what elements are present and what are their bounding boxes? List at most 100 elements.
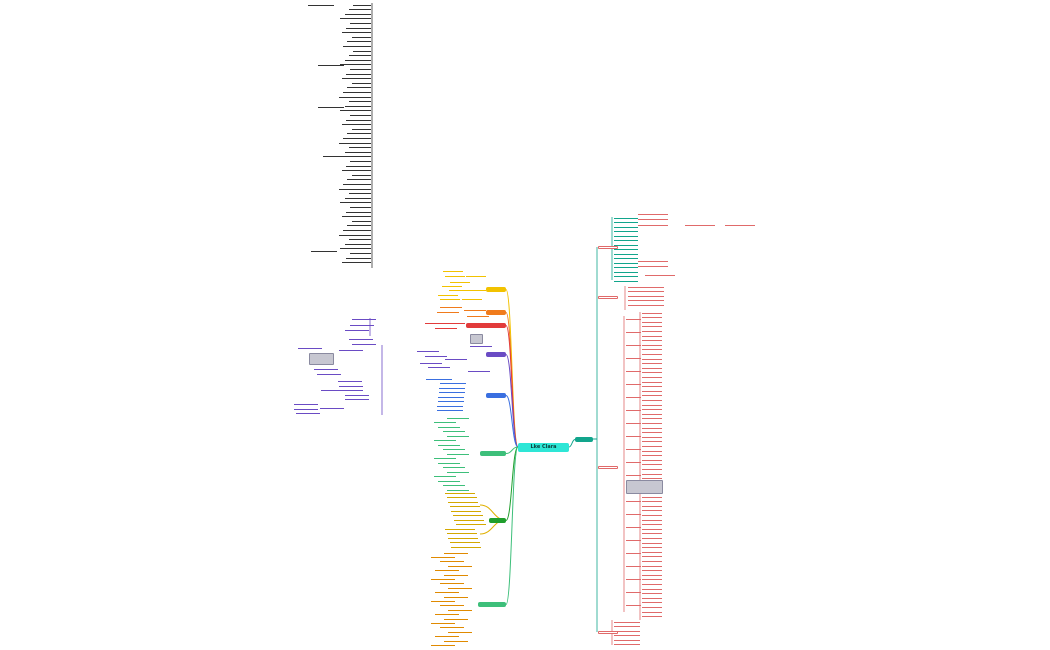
blue-leaf[interactable] [439,381,466,384]
purple-cluster-leaf[interactable] [352,317,376,320]
left-column-leaf[interactable] [348,7,371,11]
purple-cluster-leaf[interactable] [296,411,320,414]
olive-leaf[interactable] [448,536,478,539]
purple-cluster-leaf[interactable] [294,407,318,410]
left-column-leaf[interactable] [350,205,371,208]
lightgreen-leaf[interactable] [442,429,465,432]
right-leaf[interactable] [642,504,662,507]
olive-leaf[interactable] [451,545,481,548]
right-leaf[interactable] [642,573,662,576]
purple-cluster-leaf[interactable] [339,388,363,391]
branch-node-mint[interactable] [478,602,506,607]
right-leaf[interactable] [614,642,640,645]
branch-node-red[interactable] [466,323,506,328]
olive-leaf[interactable] [452,513,483,516]
purple-leaf[interactable] [470,344,492,347]
right-leaf[interactable] [642,564,662,567]
bottom-leaf[interactable] [435,634,460,638]
olive-leaf[interactable] [451,509,481,512]
right-leaf[interactable] [614,220,638,223]
right-leaf[interactable] [626,395,641,398]
right-leaf[interactable] [642,541,662,544]
left-column-leaf[interactable] [353,3,371,6]
left-column-leaf[interactable] [348,99,371,103]
bottom-leaf[interactable] [439,625,464,629]
right-subtopic-2[interactable] [598,465,618,469]
left-column-leaf[interactable] [339,187,371,190]
right-leaf[interactable] [614,265,638,268]
right-leaf[interactable] [614,234,638,237]
purple-cluster-leaf[interactable] [298,346,322,349]
left-column-leaf[interactable] [346,118,371,121]
bottom-leaf[interactable] [430,643,455,646]
right-leaf[interactable] [614,638,640,641]
right-leaf[interactable] [685,223,715,226]
right-leaf[interactable] [614,256,638,259]
right-leaf[interactable] [626,447,641,450]
right-leaf[interactable] [642,550,662,553]
branch-node-lightgreen[interactable] [480,451,506,456]
left-column-leaf[interactable] [343,90,371,93]
right-leaf[interactable] [642,329,662,332]
right-leaf[interactable] [626,343,641,346]
right-leaf[interactable] [642,614,662,618]
right-leaf[interactable] [628,298,664,301]
right-leaf[interactable] [614,279,638,282]
purple-cluster-leaf[interactable] [349,337,373,340]
left-column-leaf[interactable] [341,214,371,218]
right-leaf[interactable] [642,430,662,434]
left-column-leaf[interactable] [353,49,371,52]
right-leaf[interactable] [638,223,668,226]
center-topic[interactable]: Lke Clara [518,443,569,452]
olive-leaf[interactable] [445,491,475,494]
right-leaf[interactable] [628,294,664,297]
left-column-leaf[interactable] [351,127,371,130]
right-leaf[interactable] [642,600,662,604]
purple-leaf[interactable] [425,354,447,357]
right-leaf[interactable] [642,545,662,549]
right-leaf[interactable] [626,317,641,320]
right-leaf[interactable] [614,261,638,264]
right-leaf[interactable] [638,264,668,267]
left-column-leaf[interactable] [351,81,371,84]
right-leaf[interactable] [725,223,755,226]
right-leaf[interactable] [614,252,638,255]
right-leaf[interactable] [614,270,638,273]
right-leaf[interactable] [642,361,662,365]
left-column-leaf[interactable] [348,237,371,241]
left-column-leaf[interactable] [318,105,344,108]
yellow-leaf[interactable] [438,293,458,296]
right-leaf[interactable] [626,434,641,437]
right-subtopic-1[interactable] [598,295,618,299]
left-column-leaf[interactable] [343,136,371,139]
lightgreen-leaf[interactable] [433,438,456,441]
right-leaf[interactable] [614,629,640,632]
left-column-leaf[interactable] [318,63,344,66]
lightgreen-leaf[interactable] [438,425,460,428]
left-column-leaf[interactable] [350,251,371,254]
yellow-leaf[interactable] [443,269,463,272]
left-column-leaf[interactable] [343,44,371,47]
right-leaf[interactable] [642,596,662,599]
left-column-leaf[interactable] [339,95,371,98]
right-leaf[interactable] [642,426,662,429]
left-column-leaf[interactable] [340,200,371,204]
blue-leaf[interactable] [436,408,463,411]
bottom-leaf[interactable] [439,559,464,563]
blue-leaf[interactable] [437,399,464,402]
right-leaf[interactable] [626,369,641,372]
right-leaf[interactable] [642,591,662,595]
left-column-leaf[interactable] [323,154,349,157]
right-leaf[interactable] [642,416,662,420]
right-leaf[interactable] [642,476,662,480]
right-leaf[interactable] [642,347,662,351]
bottom-leaf[interactable] [444,573,468,576]
branch-node-teal[interactable] [575,437,593,442]
purple-cluster-leaf[interactable] [339,348,363,351]
purple-cluster-leaf[interactable] [345,328,369,331]
left-column-leaf[interactable] [351,219,371,222]
right-leaf[interactable] [614,238,638,241]
left-column-leaf[interactable] [347,85,371,89]
right-leaf[interactable] [642,421,662,424]
orange-leaf[interactable] [437,310,459,313]
